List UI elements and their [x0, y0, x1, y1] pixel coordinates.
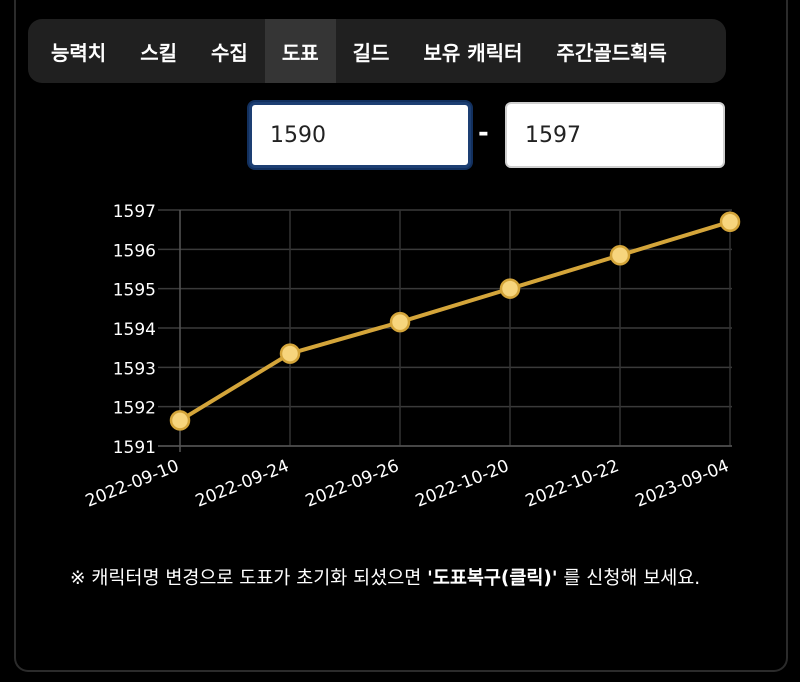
y-tick-label: 1593 [113, 359, 156, 379]
data-point [389, 311, 411, 333]
range-separator: - [478, 118, 489, 148]
y-tick-label: 1595 [113, 281, 156, 301]
y-tick-label: 1592 [113, 399, 156, 419]
note-text-suffix: 를 신청해 보세요. [557, 568, 701, 589]
tab-bar: 능력치 스킬 수집 도표 길드 보유 캐릭터 주간골드획득 [28, 19, 726, 83]
chart-restore-link[interactable]: '도표복구(클릭)' [427, 568, 558, 589]
data-point [279, 343, 301, 364]
data-point [719, 211, 741, 233]
data-point [499, 278, 521, 299]
range-min-input[interactable] [249, 102, 471, 168]
tab-owned-characters[interactable]: 보유 캐릭터 [423, 40, 523, 65]
data-point [609, 244, 631, 266]
x-tick-label: 2022-09-10 [83, 456, 182, 512]
y-tick-label: 1597 [113, 202, 156, 222]
tab-guild[interactable]: 길드 [352, 40, 390, 65]
tab-collection[interactable]: 수집 [211, 40, 248, 65]
x-tick-label: 2022-09-26 [303, 456, 402, 512]
y-tick-label: 1591 [113, 438, 156, 458]
y-tick-label: 1594 [113, 320, 156, 340]
data-point [169, 410, 191, 431]
tab-chart[interactable]: 도표 [264, 19, 336, 83]
x-tick-label: 2022-10-22 [523, 456, 622, 512]
panel-frame [14, 0, 788, 672]
note-text-prefix: ※ 캐릭터명 변경으로 도표가 초기화 되셨으면 [70, 568, 428, 589]
x-tick-label: 2022-09-24 [193, 456, 292, 512]
restore-note: ※ 캐릭터명 변경으로 도표가 초기화 되셨으면 '도표복구(클릭)' 를 신청… [70, 560, 750, 598]
x-tick-label: 2023-09-04 [633, 456, 732, 512]
range-max-input[interactable] [505, 102, 725, 168]
tab-weekly-gold[interactable]: 주간골드획득 [556, 40, 667, 65]
y-tick-label: 1596 [113, 241, 156, 261]
x-tick-label: 2022-10-20 [413, 456, 512, 512]
tab-skills[interactable]: 스킬 [140, 40, 178, 65]
tab-stats[interactable]: 능력치 [51, 40, 107, 65]
series-line [178, 219, 731, 423]
